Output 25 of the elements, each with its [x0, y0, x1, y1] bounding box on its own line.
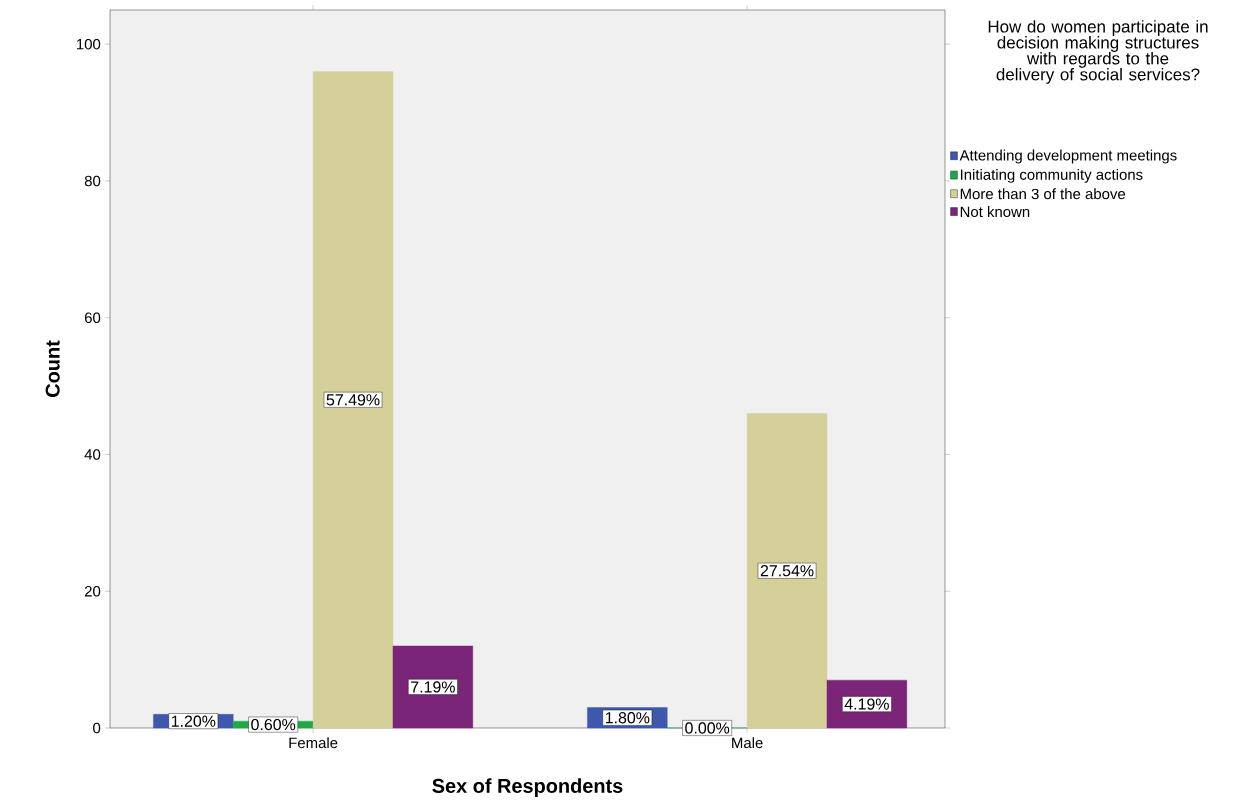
legend-title: How do women participate in decision making structures with regards to the delivery of social services?: [988, 20, 1208, 84]
legend-label: More than 3 of the above: [960, 188, 1126, 200]
x-tick-label: Female: [289, 737, 338, 749]
annotation: 4.19%: [844, 698, 889, 710]
legend-label: Not known: [960, 206, 1030, 218]
annotation: 0.60%: [251, 718, 296, 731]
y-tick-label: 20: [84, 585, 101, 597]
annotation: 1.20%: [171, 715, 216, 727]
annotation: 0.00%: [685, 722, 730, 734]
legend-label: Initiating community actions: [960, 168, 1143, 183]
y-tick-label: 40: [84, 449, 101, 460]
legend-label: Attending development meetings: [959, 149, 1177, 164]
x-axis-title: Sex of Respondents: [432, 778, 623, 797]
annotation: 27.54%: [760, 565, 814, 577]
y-axis-title: Count: [45, 340, 60, 397]
y-tick-label: 60: [84, 312, 101, 323]
y-tick-label: 80: [84, 175, 101, 187]
bar: [312, 71, 394, 729]
annotation: 57.49%: [326, 394, 380, 406]
annotation: 1.80%: [605, 712, 650, 724]
y-tick-label: 100: [77, 38, 101, 50]
x-tick-label: Male: [732, 737, 763, 749]
bar: [746, 413, 828, 729]
annotation: 7.19%: [411, 681, 455, 693]
y-tick-label: 0: [93, 722, 101, 734]
